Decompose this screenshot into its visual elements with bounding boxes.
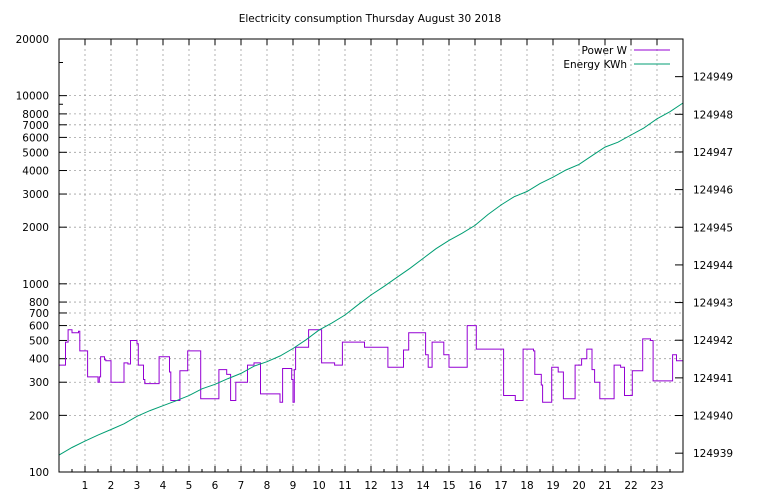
series-line-1 bbox=[58, 102, 684, 456]
y-right-tick-label: 124941 bbox=[693, 373, 733, 385]
y-right-tick-label: 124940 bbox=[693, 411, 733, 423]
x-tick-label: 20 bbox=[572, 480, 585, 492]
x-tick-label: 15 bbox=[442, 480, 455, 492]
y-left-tick-label: 8000 bbox=[22, 109, 49, 121]
y-right-tick-label: 124947 bbox=[693, 147, 733, 159]
x-tick-label: 12 bbox=[364, 480, 377, 492]
plot-frame bbox=[58, 38, 684, 473]
y-left-tick-label: 500 bbox=[29, 335, 49, 347]
y-right-tick-label: 124945 bbox=[693, 222, 733, 234]
x-tick-label: 23 bbox=[650, 480, 663, 492]
x-tick-label: 6 bbox=[212, 480, 219, 492]
x-tick-label: 2 bbox=[108, 480, 115, 492]
grid bbox=[59, 39, 683, 472]
y-left-tick-label: 100 bbox=[29, 467, 49, 479]
legend-label: Energy KWh bbox=[563, 59, 627, 71]
y-right-tick-label: 124943 bbox=[693, 298, 733, 310]
y-right-tick-label: 124942 bbox=[693, 335, 733, 347]
x-tick-label: 1 bbox=[82, 480, 89, 492]
series-line-0 bbox=[59, 325, 683, 403]
y-left-tick-label: 7000 bbox=[22, 120, 49, 132]
y-left-tick-label: 4000 bbox=[22, 166, 49, 178]
y-right-tick-label: 124949 bbox=[693, 72, 733, 84]
y-left-tick-label: 600 bbox=[29, 321, 49, 333]
y-left-tick-label: 800 bbox=[29, 297, 49, 309]
x-tick-label: 8 bbox=[264, 480, 271, 492]
x-tick-label: 14 bbox=[416, 480, 430, 492]
x-tick-label: 11 bbox=[338, 480, 351, 492]
series-lines bbox=[58, 102, 684, 456]
y-left-tick-label: 700 bbox=[29, 308, 49, 320]
chart-title: Electricity consumption Thursday August … bbox=[239, 13, 501, 25]
y-left-tick-label: 5000 bbox=[22, 147, 49, 159]
x-tick-label: 13 bbox=[390, 480, 403, 492]
y-right-tick-label: 124946 bbox=[693, 185, 733, 197]
y-right-tick-label: 124944 bbox=[693, 260, 733, 272]
x-tick-label: 21 bbox=[598, 480, 611, 492]
x-tick-label: 3 bbox=[134, 480, 141, 492]
axis-ticks bbox=[59, 38, 683, 473]
x-tick-label: 4 bbox=[160, 480, 167, 492]
x-tick-label: 22 bbox=[624, 480, 637, 492]
x-tick-label: 9 bbox=[290, 480, 297, 492]
tick-labels: 1 2 3 4 5 6 7 8 9 10 11 12 13 14 15 16 17 18 19 20 21 22 23100… bbox=[16, 34, 734, 492]
x-tick-label: 5 bbox=[186, 480, 193, 492]
x-tick-label: 17 bbox=[494, 480, 507, 492]
y-left-tick-label: 200 bbox=[29, 410, 49, 422]
y-left-tick-label: 300 bbox=[29, 377, 49, 389]
y-left-tick-label: 2000 bbox=[22, 222, 49, 234]
x-tick-label: 19 bbox=[546, 480, 559, 492]
y-left-tick-label: 6000 bbox=[22, 132, 49, 144]
legend-label: Power W bbox=[582, 45, 628, 57]
y-left-tick-label: 1000 bbox=[22, 279, 49, 291]
y-left-tick-label: 3000 bbox=[22, 189, 49, 201]
legend: Power W Energy KWh bbox=[563, 45, 670, 71]
y-left-tick-label: 10000 bbox=[16, 91, 49, 103]
y-left-tick-label: 20000 bbox=[16, 34, 49, 46]
y-right-tick-label: 124948 bbox=[693, 109, 733, 121]
x-tick-label: 10 bbox=[312, 480, 325, 492]
x-tick-label: 7 bbox=[238, 480, 245, 492]
x-tick-label: 18 bbox=[520, 480, 533, 492]
x-tick-label: 16 bbox=[468, 480, 482, 492]
y-right-tick-label: 124939 bbox=[693, 448, 733, 460]
y-left-tick-label: 400 bbox=[29, 354, 49, 366]
